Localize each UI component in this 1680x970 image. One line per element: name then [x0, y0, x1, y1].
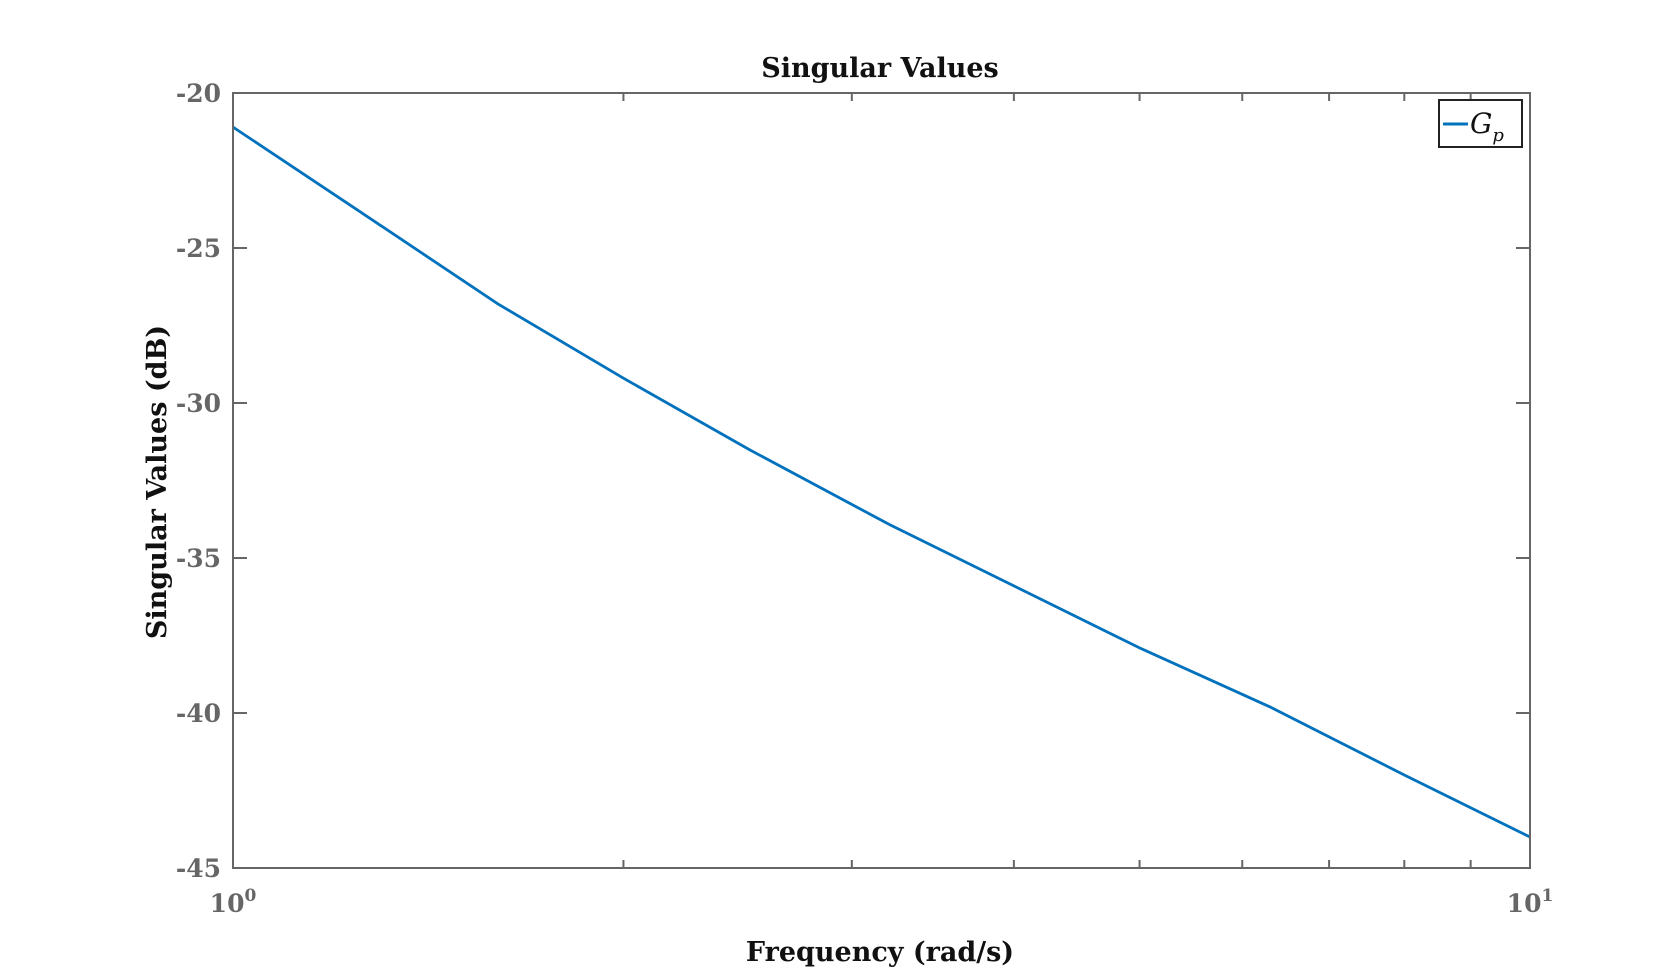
legend: Gp: [1438, 99, 1523, 148]
y-tick-label: -40: [176, 699, 221, 728]
legend-label-subscript: p: [1492, 125, 1504, 146]
plot-area: [233, 93, 1530, 868]
chart-title: Singular Values: [761, 53, 999, 84]
y-tick-label: -30: [176, 389, 221, 418]
x-tick-base: 10: [210, 889, 245, 918]
y-tick-label: -45: [176, 854, 221, 883]
x-tick-base: 10: [1507, 889, 1542, 918]
plot-frame: [232, 92, 1531, 869]
x-tick-exponent: 0: [244, 886, 256, 906]
y-tick-label: -25: [176, 234, 221, 263]
series-line-gp: [232, 125, 1531, 839]
y-axis-label: Singular Values (dB): [142, 325, 173, 639]
x-tick-exponent: 1: [1541, 886, 1553, 906]
x-tick-label: 101: [1507, 886, 1554, 918]
y-tick-label: -20: [176, 79, 221, 108]
y-tick-label: -35: [176, 544, 221, 573]
x-tick-label: 100: [210, 886, 257, 918]
legend-label-gp: Gp: [1470, 107, 1504, 146]
legend-label-main: G: [1470, 107, 1492, 140]
x-axis-label: Frequency (rad/s): [746, 937, 1014, 968]
